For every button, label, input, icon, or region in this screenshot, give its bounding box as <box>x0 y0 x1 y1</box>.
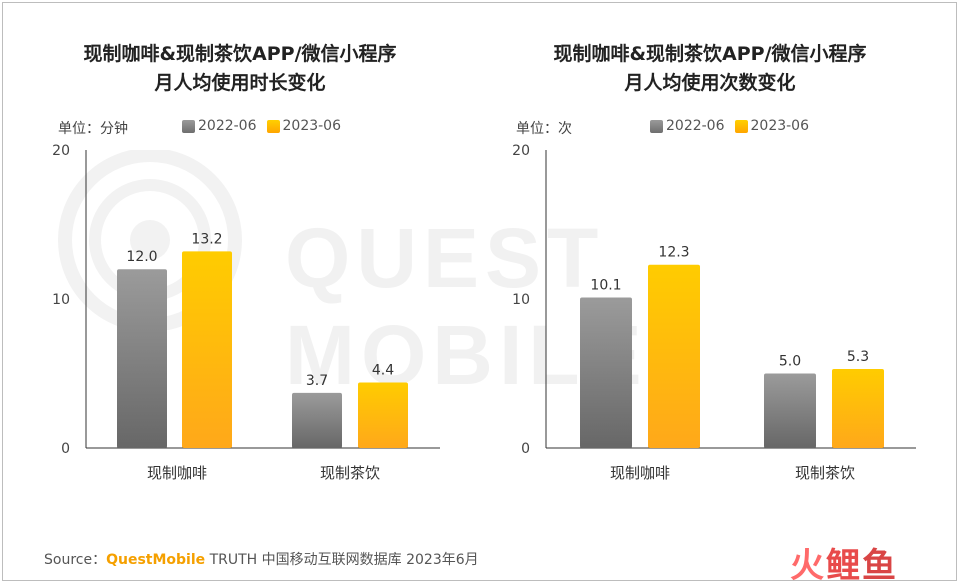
chart-1-data-label: 12.0 <box>126 249 157 265</box>
chart-1-bar <box>358 382 408 448</box>
chart-2-bar <box>832 369 884 448</box>
chart-1-legend: 2022-06 2023-06 <box>182 118 351 134</box>
chart-1-y-tick-label: 10 <box>52 292 70 308</box>
chart-2-title: 现制咖啡&现制茶饮APP/微信小程序 月人均使用次数变化 <box>510 40 910 98</box>
chart-1-category-label: 现制咖啡 <box>147 464 207 482</box>
chart-1-legend-item-2022: 2022-06 <box>182 118 257 134</box>
chart-2-unit: 单位：次 <box>516 121 572 137</box>
chart-2-bar <box>648 264 700 448</box>
legend-swatch-yellow <box>734 119 748 133</box>
chart-2-title-line1: 现制咖啡&现制茶饮APP/微信小程序 <box>553 43 867 65</box>
chart-2-y-tick-label: 20 <box>512 143 530 159</box>
chart-2-bar <box>580 297 632 448</box>
source-brand: QuestMobile <box>106 552 206 568</box>
chart-2-legend-item-2022: 2022-06 <box>650 118 725 134</box>
chart-2-legend: 2022-06 2023-06 <box>650 118 819 134</box>
chart-2-legend-label-2022: 2022-06 <box>666 118 725 134</box>
chart-2-data-label: 5.0 <box>779 354 801 370</box>
legend-swatch-yellow <box>266 119 280 133</box>
chart-2-y-tick-label: 0 <box>521 441 530 457</box>
chart-1-legend-item-2023: 2023-06 <box>266 118 342 134</box>
chart-2-data-label: 10.1 <box>590 278 621 294</box>
chart-1-bar <box>117 269 167 448</box>
chart-1-data-label: 13.2 <box>191 231 222 247</box>
chart-1-y-tick-label: 20 <box>52 143 70 159</box>
source-rest: TRUTH 中国移动互联网数据库 2023年6月 <box>205 552 479 568</box>
huoliyu-logo: 火鲤鱼 <box>790 538 898 587</box>
chart-1-unit: 单位：分钟 <box>58 121 128 137</box>
chart-1-title: 现制咖啡&现制茶饮APP/微信小程序 月人均使用时长变化 <box>40 40 440 98</box>
chart-2-data-label: 5.3 <box>847 349 869 365</box>
chart-2-title-line2: 月人均使用次数变化 <box>624 72 796 94</box>
chart-1-bar <box>182 251 232 448</box>
chart-1-data-label: 3.7 <box>306 373 328 389</box>
source-prefix: Source： <box>44 552 107 568</box>
logo-char-2: 鲤 <box>826 546 862 586</box>
chart-1-title-line1: 现制咖啡&现制茶饮APP/微信小程序 <box>83 43 397 65</box>
logo-char-3: 鱼 <box>862 546 898 586</box>
chart-2-legend-label-2023: 2023-06 <box>750 118 810 134</box>
legend-swatch-gray <box>182 119 195 133</box>
legend-swatch-gray <box>650 119 663 133</box>
source-note: Source：QuestMobile TRUTH 中国移动互联网数据库 2023… <box>44 549 479 569</box>
chart-1-data-label: 4.4 <box>372 362 394 378</box>
chart-2-data-label: 12.3 <box>658 245 689 261</box>
chart-1-title-line2: 月人均使用时长变化 <box>154 72 326 94</box>
chart-2-category-label: 现制茶饮 <box>795 464 855 482</box>
chart-1-legend-label-2022: 2022-06 <box>198 118 257 134</box>
chart-2-category-label: 现制咖啡 <box>610 464 670 482</box>
chart-1-y-tick-label: 0 <box>61 441 70 457</box>
chart-1-legend-label-2023: 2023-06 <box>282 118 342 134</box>
logo-char-1: 火 <box>790 546 826 586</box>
chart-1-category-label: 现制茶饮 <box>320 464 380 482</box>
chart-2-legend-item-2023: 2023-06 <box>734 118 810 134</box>
chart-2-bar <box>764 373 816 448</box>
chart-2-y-tick-label: 10 <box>512 292 530 308</box>
chart-1-bar <box>292 392 342 448</box>
